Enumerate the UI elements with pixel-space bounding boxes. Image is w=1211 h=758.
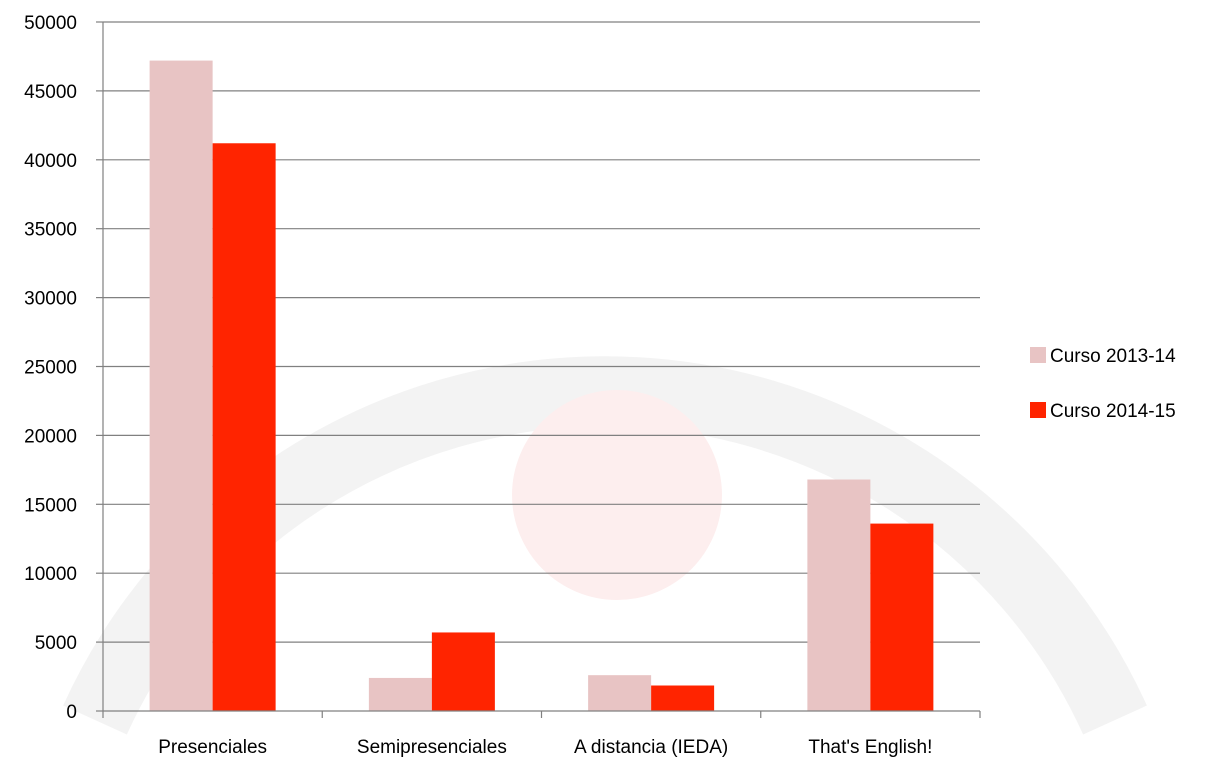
bar	[431, 632, 495, 711]
bar	[588, 675, 652, 711]
legend-label: Curso 2014-15	[1050, 401, 1176, 422]
bar	[651, 685, 715, 711]
x-tick-label: That's English!	[808, 737, 932, 758]
y-tick-label: 10000	[24, 564, 77, 585]
x-tick-label: A distancia (IEDA)	[574, 737, 728, 758]
bar	[212, 143, 276, 711]
bar	[807, 479, 871, 711]
y-tick-label: 50000	[24, 13, 77, 34]
y-tick-label: 0	[66, 702, 77, 723]
bars	[149, 60, 934, 712]
y-tick-label: 20000	[24, 426, 77, 447]
watermark-circle	[512, 390, 722, 600]
y-tick-label: 45000	[24, 82, 77, 103]
bar	[368, 677, 432, 711]
y-tick-label: 40000	[24, 151, 77, 172]
legend-label: Curso 2013-14	[1050, 346, 1176, 367]
legend: Curso 2013-14 Curso 2014-15	[1030, 346, 1176, 422]
y-tick-label: 5000	[35, 633, 77, 654]
x-tick-label: Semipresenciales	[357, 737, 507, 758]
axes: 0 5000 10000 15000 20000 25000 30000 35000 40000…	[24, 13, 981, 758]
y-tick-label: 25000	[24, 358, 77, 379]
y-tick-label: 30000	[24, 289, 77, 310]
y-tick-label: 35000	[24, 220, 77, 241]
bar	[149, 60, 213, 712]
legend-swatch	[1030, 347, 1046, 363]
x-tick-label: Presenciales	[158, 737, 267, 758]
bar	[870, 523, 934, 711]
y-tick-label: 15000	[24, 495, 77, 516]
legend-swatch	[1030, 402, 1046, 418]
